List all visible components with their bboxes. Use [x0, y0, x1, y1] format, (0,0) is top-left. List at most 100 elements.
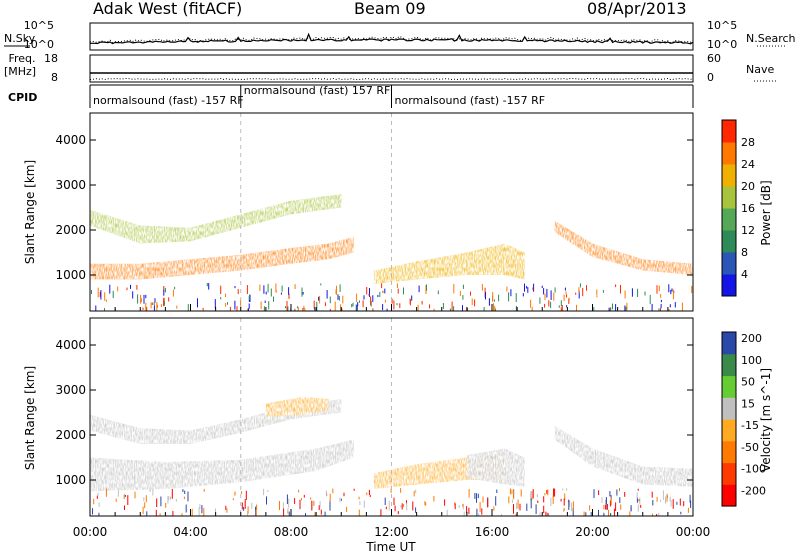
scatter-band	[265, 396, 329, 417]
clutter-mark	[320, 283, 322, 286]
clutter-mark	[670, 500, 672, 507]
clutter-mark	[187, 491, 189, 502]
clutter-mark	[637, 288, 639, 297]
clutter-mark	[97, 492, 99, 496]
clutter-mark	[670, 289, 672, 295]
clutter-mark	[394, 505, 396, 512]
clutter-mark	[294, 284, 296, 289]
clutter-mark	[127, 495, 129, 505]
clutter-mark	[247, 506, 249, 514]
clutter-mark	[288, 287, 290, 295]
clutter-mark	[245, 490, 247, 500]
clutter-mark	[524, 283, 525, 292]
clutter-mark	[185, 504, 187, 513]
clutter-mark	[496, 489, 498, 493]
clutter-mark	[140, 294, 142, 304]
clutter-mark	[689, 494, 691, 503]
clutter-mark	[303, 305, 305, 310]
clutter-mark	[159, 513, 161, 516]
clutter-mark	[234, 492, 236, 496]
clutter-mark	[511, 499, 513, 503]
colorbar-tick-label: -200	[741, 484, 766, 497]
colorbar-tick-label: 200	[741, 332, 762, 345]
clutter-mark	[294, 308, 296, 311]
clutter-mark	[214, 299, 216, 309]
clutter-mark	[356, 293, 358, 302]
clutter-mark	[576, 304, 577, 311]
clutter-mark	[554, 287, 556, 293]
clutter-mark	[251, 502, 253, 509]
clutter-mark	[477, 493, 479, 499]
clutter-mark	[665, 496, 666, 504]
clutter-mark	[596, 295, 598, 298]
colorbar-cell	[722, 208, 736, 231]
clutter-mark	[660, 308, 661, 311]
clutter-mark	[629, 511, 631, 516]
clutter-mark	[453, 306, 455, 311]
clutter-mark	[313, 500, 315, 506]
clutter-mark	[397, 511, 399, 515]
cpid-segment-label: normalsound (fast) -157 RF	[93, 94, 244, 107]
clutter-mark	[304, 308, 306, 311]
clutter-mark	[462, 295, 464, 300]
colorbar-frame	[721, 119, 737, 297]
colorbar-cell	[722, 252, 736, 275]
colorbar-tick-label: -100	[741, 463, 766, 476]
clutter-mark	[326, 290, 328, 299]
cpid-segment-label: normalsound (fast) -157 RF	[395, 94, 546, 107]
nsky-label: N.Sky	[4, 32, 36, 45]
clutter-mark	[530, 299, 532, 308]
clutter-mark	[268, 301, 270, 310]
clutter-mark	[340, 498, 342, 501]
clutter-mark	[140, 298, 142, 302]
clutter-mark	[339, 497, 341, 503]
clutter-mark	[568, 298, 570, 304]
clutter-mark	[543, 496, 545, 503]
clutter-mark	[396, 283, 398, 288]
colorbar-tick-label: 20	[741, 180, 755, 193]
clutter-mark	[156, 498, 158, 507]
clutter-mark	[130, 284, 131, 289]
scatter-band	[90, 236, 354, 280]
clutter-mark	[487, 498, 489, 508]
clutter-mark	[99, 292, 101, 297]
clutter-mark	[163, 289, 165, 296]
clutter-mark	[397, 288, 399, 294]
nsky-tick-top: 10^5	[24, 19, 54, 32]
clutter-mark	[545, 511, 547, 516]
clutter-mark	[329, 308, 331, 311]
clutter-mark	[495, 496, 497, 506]
clutter-mark	[690, 500, 692, 508]
clutter-mark	[91, 290, 92, 294]
scatter-band	[373, 243, 525, 284]
clutter-mark	[157, 304, 158, 308]
clutter-mark	[550, 497, 552, 507]
clutter-mark	[275, 290, 277, 293]
clutter-mark	[95, 305, 97, 311]
clutter-mark	[362, 300, 364, 308]
clutter-mark	[608, 307, 610, 311]
clutter-mark	[368, 489, 370, 495]
clutter-mark	[683, 501, 685, 507]
clutter-mark	[267, 283, 269, 293]
clutter-mark	[324, 302, 326, 307]
clutter-mark	[620, 504, 622, 510]
colorbar-tick-label: 50	[741, 376, 755, 389]
power-panel: 1000 2000 3000 4000 Slant Range [km] 4 8 12 16…	[23, 112, 773, 312]
clutter-mark	[651, 491, 653, 498]
colorbar-cell	[722, 120, 736, 143]
nsky-tick-bottom: 10^0	[24, 38, 54, 51]
clutter-mark	[572, 507, 574, 516]
scatter-band	[90, 194, 342, 244]
clutter-mark	[174, 286, 176, 290]
clutter-mark	[640, 504, 642, 508]
clutter-mark	[220, 297, 222, 300]
clutter-mark	[335, 289, 337, 295]
clutter-mark	[519, 503, 521, 511]
nave-label: Nave	[746, 63, 774, 76]
clutter-mark	[246, 285, 248, 294]
clutter-mark	[382, 290, 384, 293]
clutter-mark	[563, 294, 565, 301]
clutter-mark	[674, 302, 676, 308]
clutter-mark	[225, 302, 227, 307]
